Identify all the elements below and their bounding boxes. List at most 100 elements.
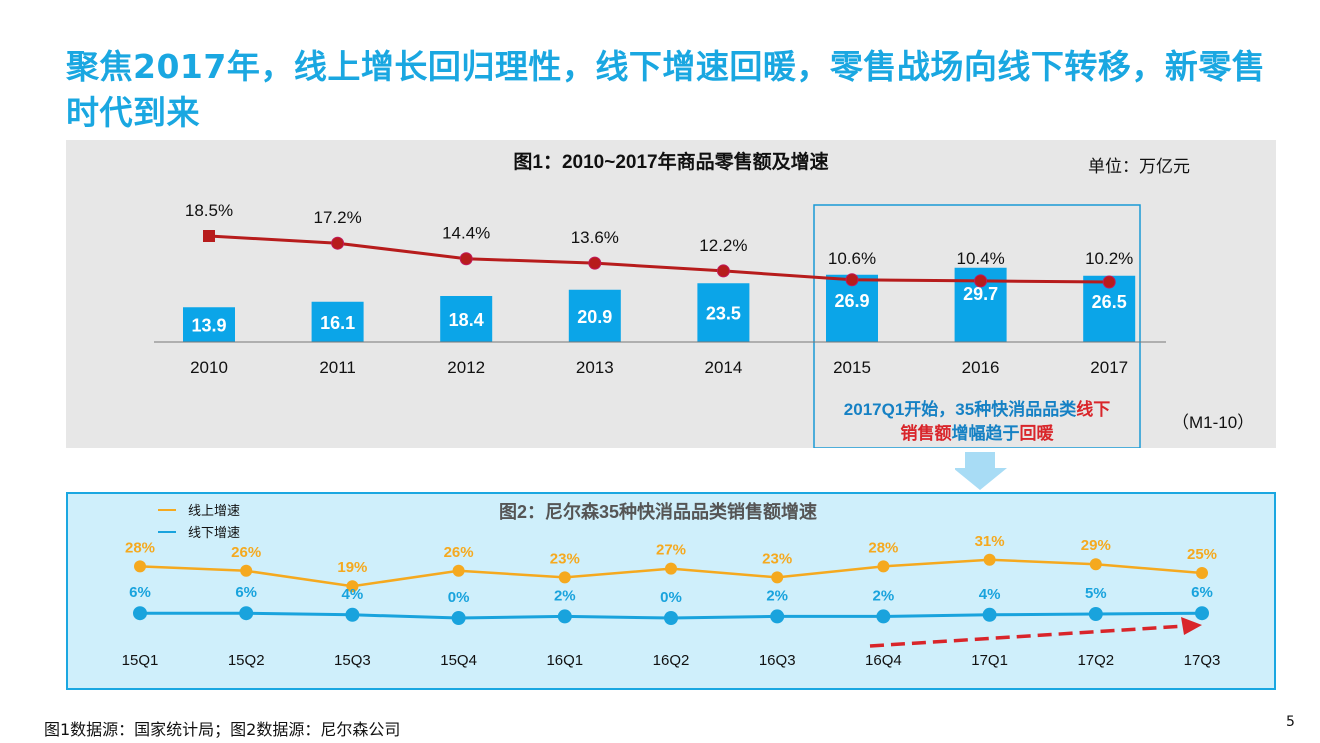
chart2-tick-label: 15Q3 <box>334 652 371 669</box>
callout-text-red: 回暖 <box>1020 423 1055 443</box>
online-growth-point <box>665 562 677 575</box>
online-growth-point <box>452 564 465 577</box>
offline-growth-label: 2% <box>766 587 788 604</box>
chart1-tick-label: 2012 <box>447 358 485 377</box>
chart2-tick-label: 15Q1 <box>122 652 159 669</box>
offline-growth-label: 6% <box>1191 584 1213 601</box>
offline-growth-point <box>345 607 360 622</box>
callout-line-2: 销售额增幅趋于回暖 <box>901 423 1055 443</box>
bar-2012 <box>440 296 493 342</box>
bar-value-label: 23.5 <box>706 304 741 324</box>
footer-source: 图1数据源：国家统计局；图2数据源：尼尔森公司 <box>44 720 401 739</box>
growth-rate-line <box>208 234 1110 284</box>
online-growth-point <box>240 564 253 577</box>
online-growth-label: 31% <box>975 533 1005 550</box>
offline-growth-label: 2% <box>873 587 895 604</box>
growth-rate-point <box>588 256 602 270</box>
offline-growth-label: 2% <box>554 587 576 604</box>
chart2-tick-label: 17Q2 <box>1077 652 1114 669</box>
callout-text-blue: 2017Q1开始，35种快消品品类 <box>844 399 1077 419</box>
online-growth-point <box>771 571 784 584</box>
growth-rate-label: 17.2% <box>313 208 361 227</box>
offline-growth-point <box>1195 606 1209 621</box>
bar-2013 <box>568 289 621 342</box>
offline-growth-label: 4% <box>979 586 1001 603</box>
online-growth-label: 28% <box>868 539 898 556</box>
online-growth-point <box>558 571 571 584</box>
online-growth-label: 23% <box>762 550 792 567</box>
bar-value-label: 26.9 <box>834 291 869 311</box>
chart1-tick-label: 2017 <box>1090 358 1128 377</box>
callout-text-red: 销售额 <box>901 423 952 443</box>
growth-rate-point <box>459 252 473 266</box>
online-growth-label: 19% <box>337 559 367 576</box>
offline-growth-label: 0% <box>448 589 470 606</box>
offline-growth-label: 5% <box>1085 585 1107 602</box>
bar-value-label: 16.1 <box>320 313 355 333</box>
offline-growth-point <box>133 606 147 621</box>
offline-growth-point <box>982 607 997 622</box>
growth-rate-label: 13.6% <box>571 228 619 247</box>
online-growth-label: 27% <box>656 542 686 559</box>
bar-value-label: 20.9 <box>577 307 612 327</box>
bar-2014 <box>697 283 750 342</box>
offline-growth-point <box>1088 607 1103 621</box>
online-growth-label: 26% <box>444 544 474 561</box>
chart2-tick-label: 16Q3 <box>759 652 796 669</box>
growth-rate-label: 10.6% <box>828 249 876 268</box>
chart1-panel: 图1：2010~2017年商品零售额及增速 单位：万亿元 13.9 16.1 18.4 2… <box>66 140 1276 448</box>
highlight-box <box>813 204 1141 448</box>
chart1-svg: 图1：2010~2017年商品零售额及增速 单位：万亿元 13.9 16.1 18.4 2… <box>154 150 1254 448</box>
bar-value-label: 29.7 <box>963 284 998 304</box>
offline-growth-label: 6% <box>129 584 151 601</box>
online-growth-point <box>1196 567 1208 579</box>
callout-text-blue: 增幅趋于 <box>952 423 1020 443</box>
growth-rate-point <box>331 236 345 250</box>
growth-rate-label: 14.4% <box>442 224 490 243</box>
online-growth-label: 23% <box>550 550 580 567</box>
chart2-tick-label: 17Q3 <box>1184 652 1221 669</box>
bar-value-label: 26.5 <box>1092 292 1127 312</box>
growth-rate-point <box>974 274 988 288</box>
offline-growth-label: 0% <box>660 589 682 606</box>
online-growth-point <box>1089 558 1102 571</box>
online-growth-point <box>983 553 996 566</box>
online-growth-point <box>134 560 146 573</box>
legend-online-label: 线上增速 <box>188 503 240 518</box>
growth-rate-point <box>845 273 859 287</box>
down-arrow-icon <box>955 452 1007 490</box>
offline-growth-point <box>239 606 254 621</box>
chart2-panel: 图2：尼尔森35种快消品品类销售额增速 线上增速 线下增速 28% 26% 19% 26% 2… <box>66 492 1276 690</box>
online-growth-point <box>877 560 890 573</box>
growth-rate-point <box>1102 275 1116 289</box>
offline-growth-point <box>451 611 466 625</box>
growth-rate-label: 10.2% <box>1085 249 1133 268</box>
online-growth-label: 26% <box>231 544 261 561</box>
offline-growth-label: 6% <box>235 584 257 601</box>
online-growth-label: 28% <box>125 539 155 556</box>
offline-growth-point <box>876 609 891 624</box>
chart1-tick-label: 2014 <box>704 358 742 377</box>
bar-value-label: 18.4 <box>449 310 484 330</box>
chart1-tick-label: 2013 <box>576 358 614 377</box>
offline-growth-point <box>557 609 572 624</box>
callout-line-1: 2017Q1开始，35种快消品品类线下 <box>844 399 1110 419</box>
chart1-tick-label: 2015 <box>833 358 871 377</box>
online-growth-label: 25% <box>1187 546 1217 563</box>
growth-rate-point <box>203 230 215 242</box>
chart1-tick-label: 2011 <box>319 358 356 377</box>
offline-growth-point <box>664 611 678 625</box>
chart1-tick-label: 2016 <box>962 358 1000 377</box>
bar-2010 <box>183 307 235 342</box>
chart2-tick-label: 16Q4 <box>865 652 902 669</box>
callout-text-red: 线下 <box>1076 399 1110 419</box>
chart2-tick-label: 15Q2 <box>228 652 265 669</box>
chart2-tick-label: 16Q2 <box>653 652 690 669</box>
trend-arrow-head <box>1181 617 1202 635</box>
online-growth-label: 29% <box>1081 537 1111 554</box>
page-title: 聚焦2017年，线上增长回归理性，线下增速回暖，零售战场向线下转移，新零售时代到… <box>66 47 1266 132</box>
growth-rate-label: 12.2% <box>699 236 747 255</box>
offline-growth-label: 4% <box>342 586 364 603</box>
bar-2011 <box>311 301 364 342</box>
